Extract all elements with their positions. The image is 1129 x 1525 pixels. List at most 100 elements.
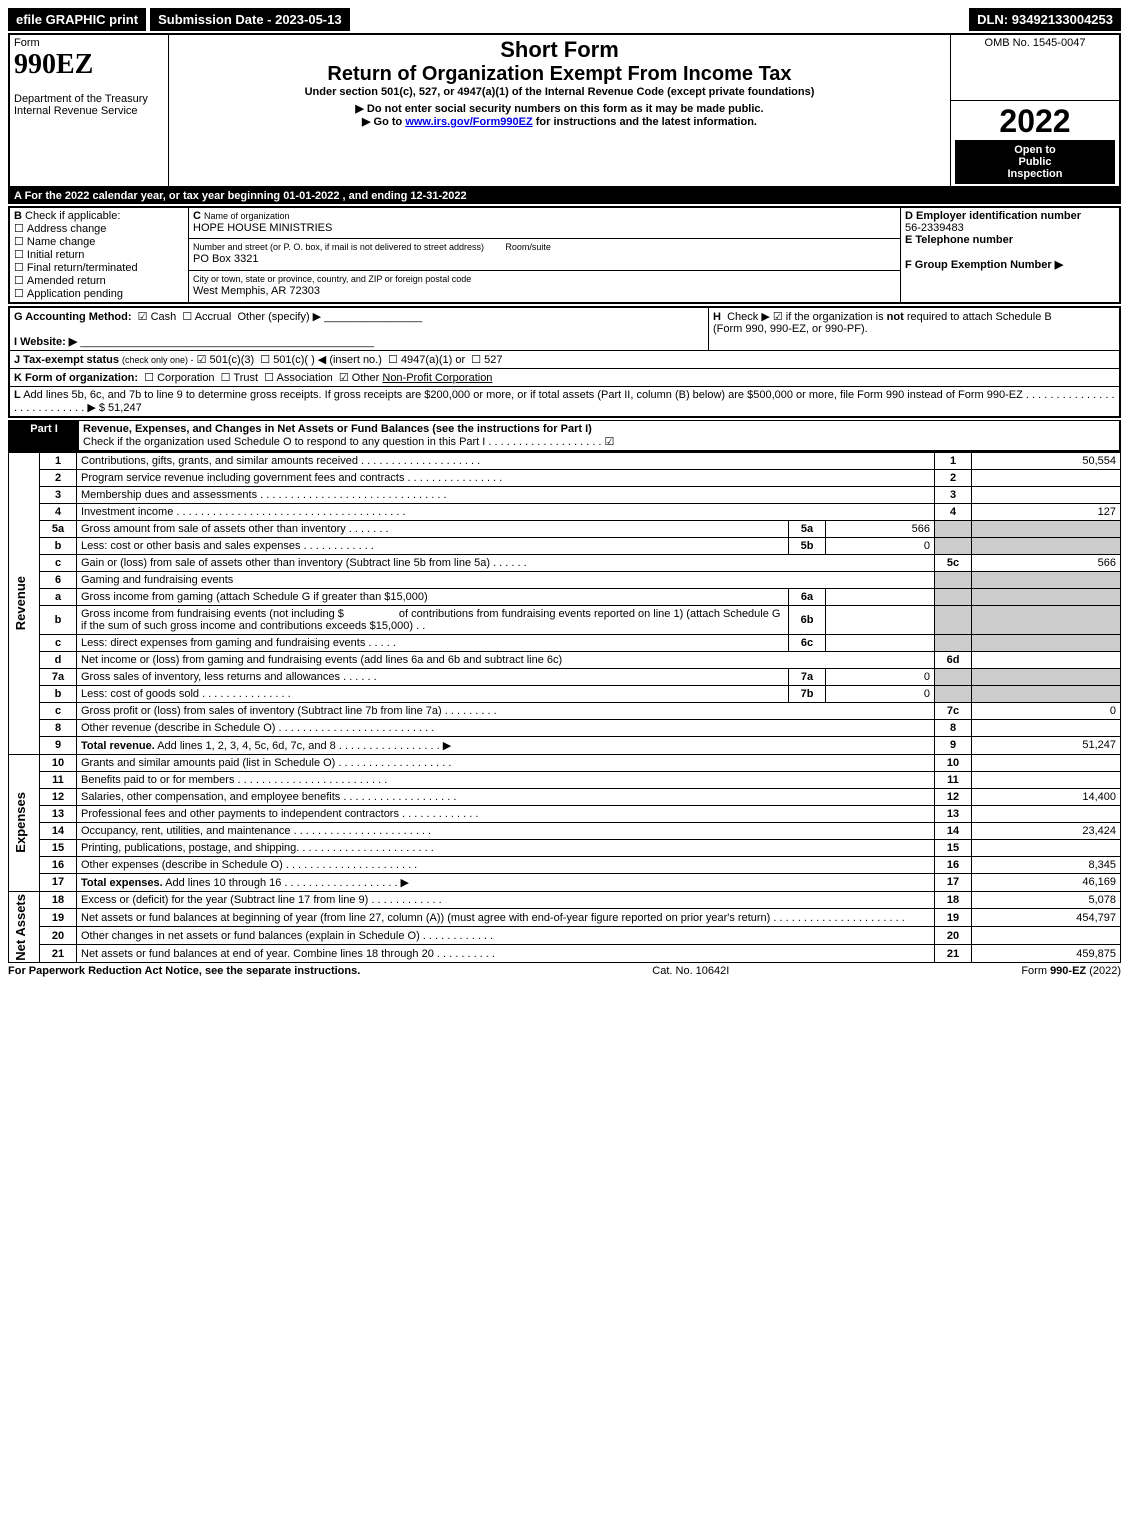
j-501c: 501(c)( ) ◀ (insert no.) (273, 354, 382, 366)
footer-right-pre: Form (1021, 965, 1050, 977)
street: PO Box 3321 (193, 253, 258, 265)
l5c-text: Gain or (loss) from sale of assets other… (77, 554, 935, 571)
l6-text: Gaming and fundraising events (77, 571, 935, 588)
l10-rn: 10 (935, 754, 972, 771)
l6-no: 6 (40, 571, 77, 588)
l18-amt: 5,078 (972, 891, 1121, 909)
sections-ghijkl: G Accounting Method: ☑ Cash ☐ Accrual Ot… (8, 306, 1121, 418)
j-527: 527 (484, 354, 502, 366)
j-501c3: 501(c)(3) (210, 354, 255, 366)
l13-text: Professional fees and other payments to … (77, 805, 935, 822)
header-bar: efile GRAPHIC print Submission Date - 20… (8, 8, 1121, 31)
h-label: H (713, 311, 721, 323)
l19-text: Net assets or fund balances at beginning… (77, 909, 935, 927)
goto-instructions: ▶ Go to www.irs.gov/Form990EZ for instru… (173, 115, 946, 128)
omb-number: OMB No. 1545-0047 (955, 37, 1115, 49)
l12-no: 12 (40, 788, 77, 805)
l7a-subamt: 0 (826, 668, 935, 685)
footer-right: Form 990-EZ (2022) (1021, 965, 1121, 977)
l6b-no: b (40, 605, 77, 634)
h-not: not (887, 311, 904, 323)
l12-rn: 12 (935, 788, 972, 805)
initial-return: Initial return (27, 249, 84, 261)
l20-no: 20 (40, 927, 77, 945)
final-return: Final return/terminated (27, 262, 138, 274)
l1-no: 1 (40, 452, 77, 469)
l7c-no: c (40, 702, 77, 719)
check-final[interactable]: ☐ (14, 262, 27, 274)
l5c-amt: 566 (972, 554, 1121, 571)
l3-text: Membership dues and assessments . . . . … (77, 486, 935, 503)
k-other: Non-Profit Corporation (382, 372, 492, 384)
l17-bold: Total expenses. (81, 877, 163, 889)
l18-rn: 18 (935, 891, 972, 909)
h-text1: if the organization is (786, 311, 887, 323)
l2-rn: 2 (935, 469, 972, 486)
room-label: Room/suite (505, 242, 551, 252)
l17-no: 17 (40, 873, 77, 891)
netassets-vlabel: Net Assets (13, 894, 28, 961)
l10-text: Grants and similar amounts paid (list in… (77, 754, 935, 771)
tax-year: 2022 (955, 103, 1115, 140)
l7b-subamt: 0 (826, 685, 935, 702)
l20-rn: 20 (935, 927, 972, 945)
l5b-sub: 5b (789, 537, 826, 554)
l9-amt: 51,247 (972, 736, 1121, 754)
h-check: Check ▶ (727, 311, 770, 323)
g-label: G Accounting Method: (14, 311, 132, 323)
check-pending[interactable]: ☐ (14, 288, 27, 300)
check-amended[interactable]: ☐ (14, 275, 27, 287)
name-change: Name change (27, 236, 96, 248)
l9-no: 9 (40, 736, 77, 754)
l18-no: 18 (40, 891, 77, 909)
l4-text: Investment income . . . . . . . . . . . … (77, 503, 935, 520)
l15-amt (972, 839, 1121, 856)
l6d-rn: 6d (935, 651, 972, 668)
l4-amt: 127 (972, 503, 1121, 520)
l13-amt (972, 805, 1121, 822)
irs-label: Internal Revenue Service (14, 105, 138, 117)
l16-no: 16 (40, 856, 77, 873)
footer-right-post: (2022) (1089, 965, 1121, 977)
open-line2: Public (1018, 156, 1051, 168)
org-name-label: Name of organization (204, 211, 290, 221)
l6d-amt (972, 651, 1121, 668)
l3-amt (972, 486, 1121, 503)
open-line3: Inspection (1007, 168, 1062, 180)
l2-no: 2 (40, 469, 77, 486)
efile-label: efile GRAPHIC print (8, 8, 146, 31)
l5c-no: c (40, 554, 77, 571)
check-name[interactable]: ☐ (14, 236, 27, 248)
l6a-text: Gross income from gaming (attach Schedul… (77, 588, 789, 605)
check-initial[interactable]: ☐ (14, 249, 27, 261)
l11-amt (972, 771, 1121, 788)
j-sub: (check only one) - (122, 355, 194, 365)
l12-text: Salaries, other compensation, and employ… (77, 788, 935, 805)
l2-text: Program service revenue including govern… (77, 469, 935, 486)
l17-text: Total expenses. Add lines 10 through 16 … (77, 873, 935, 891)
l3-rn: 3 (935, 486, 972, 503)
l12-amt: 14,400 (972, 788, 1121, 805)
l5b-text: Less: cost or other basis and sales expe… (77, 537, 789, 554)
k-corp: Corporation (157, 372, 214, 384)
irs-link[interactable]: www.irs.gov/Form990EZ (405, 116, 532, 128)
check-addr[interactable]: ☐ (14, 223, 27, 235)
l13-no: 13 (40, 805, 77, 822)
dln-value: 93492133004253 (1012, 12, 1113, 27)
l9-bold: Total revenue. (81, 740, 155, 752)
l9-rn: 9 (935, 736, 972, 754)
i-label: I Website: ▶ (14, 336, 77, 348)
l16-text: Other expenses (describe in Schedule O) … (77, 856, 935, 873)
g-accrual: Accrual (195, 311, 232, 323)
c-label: C (193, 210, 201, 222)
section-a: A For the 2022 calendar year, or tax yea… (8, 188, 1121, 204)
k-assoc: Association (277, 372, 333, 384)
expenses-vlabel: Expenses (13, 792, 28, 853)
l10-no: 10 (40, 754, 77, 771)
l13-rn: 13 (935, 805, 972, 822)
g-cash: Cash (151, 311, 177, 323)
k-other-label: Other (352, 372, 380, 384)
l5a-sub: 5a (789, 520, 826, 537)
l15-no: 15 (40, 839, 77, 856)
l19-no: 19 (40, 909, 77, 927)
